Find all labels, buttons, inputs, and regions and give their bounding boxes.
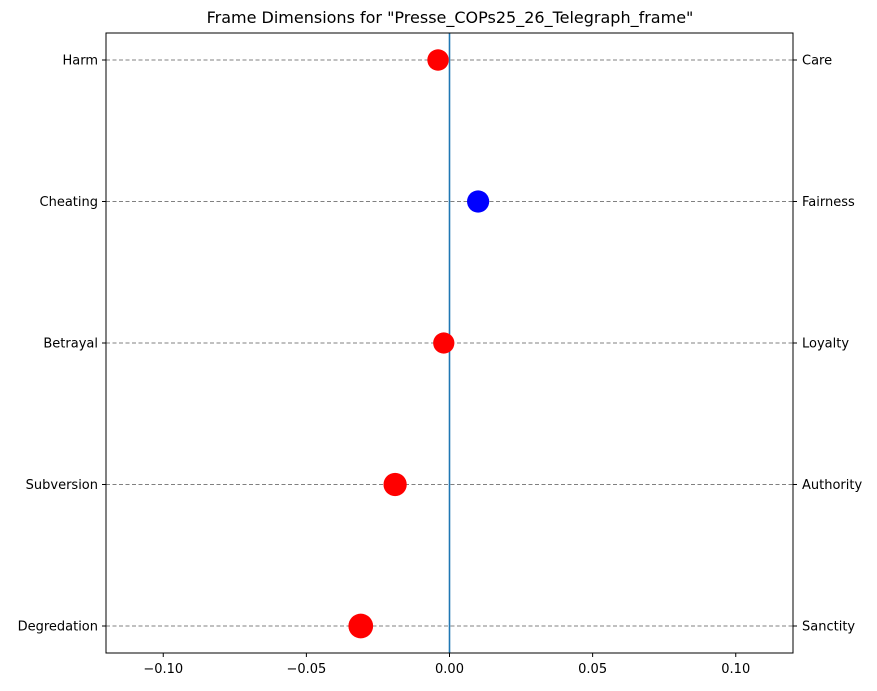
y-tick-label-right: Fairness [802,195,855,210]
y-axis-right: Care Fairness Loyalty Authority Sanctity [793,54,862,635]
data-point [433,332,455,354]
y-tick-label-right: Loyalty [802,337,849,352]
y-tick-label-left: Subversion [26,478,98,493]
grid-layer [106,59,793,627]
y-tick-label-right: Care [802,54,832,69]
y-tick-label-left: Betrayal [43,337,98,352]
y-tick-label-left: Cheating [40,195,98,210]
y-tick-label-right: Sanctity [802,620,855,635]
y-tick-label-right: Authority [802,478,862,493]
x-tick-label: 0.10 [721,662,750,677]
data-point [348,613,374,639]
data-point [383,472,407,497]
y-axis-left: Harm Cheating Betrayal Subversion Degredatio… [18,54,106,635]
x-tick-label: −0.10 [143,662,183,677]
x-axis: −0.10 −0.05 0.00 0.05 0.10 [143,653,750,677]
x-tick-label: 0.05 [578,662,607,677]
x-tick-label: −0.05 [286,662,326,677]
y-tick-label-left: Degredation [18,620,98,635]
x-tick-label: 0.00 [435,662,464,677]
data-point [427,49,449,71]
data-point [467,190,490,213]
points-layer [348,49,490,639]
chart-title: Frame Dimensions for "Presse_COPs25_26_T… [207,8,694,28]
y-tick-label-left: Harm [62,54,98,69]
